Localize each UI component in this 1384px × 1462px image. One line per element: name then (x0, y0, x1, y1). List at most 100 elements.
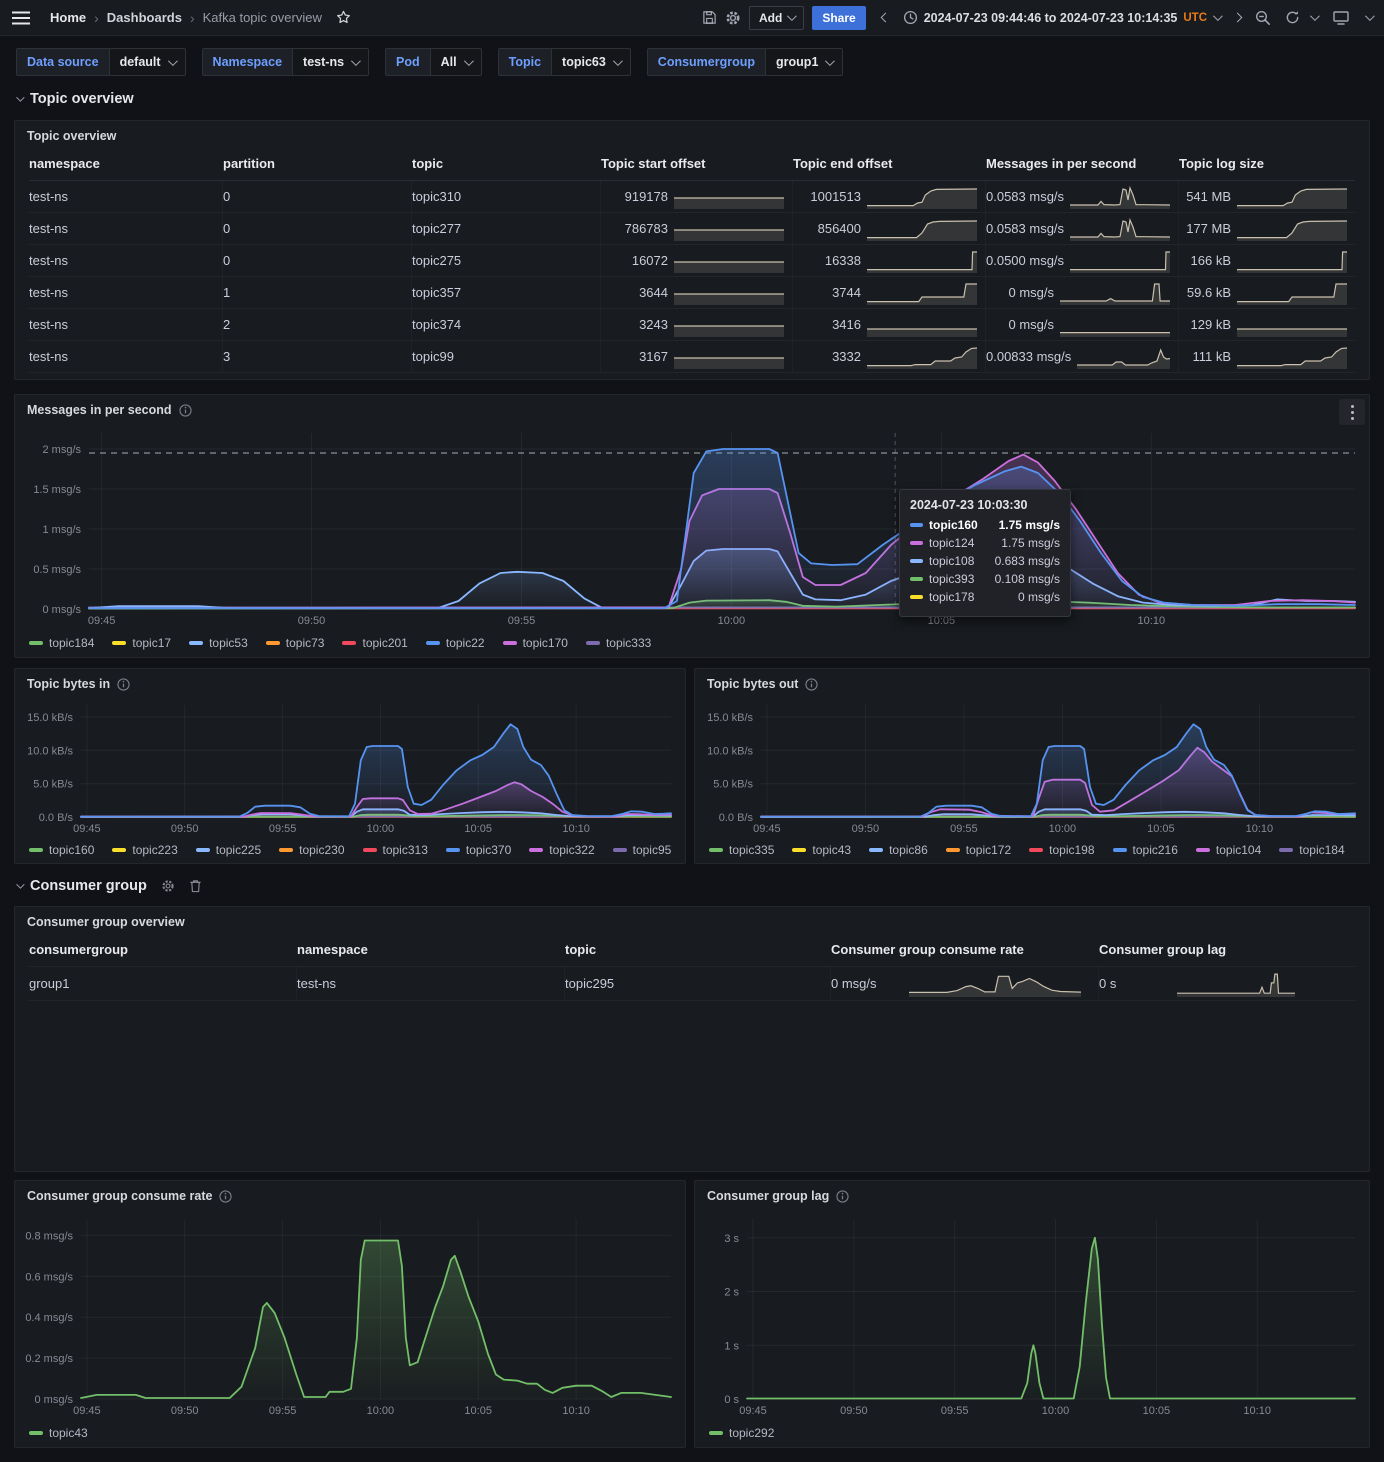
refresh-interval-chevron[interactable] (1309, 11, 1320, 22)
table-cell: test-ns (29, 181, 223, 212)
column-header[interactable]: Messages in per second (986, 156, 1137, 171)
breadcrumb-home[interactable]: Home (50, 10, 87, 25)
legend-item[interactable]: topic201 (342, 636, 408, 650)
legend-item[interactable]: topic43 (29, 1426, 88, 1440)
section-trash-icon[interactable] (189, 879, 202, 893)
legend-item[interactable]: topic22 (425, 636, 485, 650)
legend-color-pill (585, 641, 600, 645)
column-header[interactable]: consumergroup (29, 942, 128, 957)
column-header[interactable]: partition (223, 156, 275, 171)
share-button[interactable]: Share (812, 5, 866, 30)
legend-item[interactable]: topic184 (29, 636, 94, 650)
info-icon[interactable] (836, 1189, 849, 1203)
column-header[interactable]: topic (412, 156, 444, 171)
legend-item[interactable]: topic198 (1029, 843, 1095, 857)
panel-title[interactable]: Consumer group overview (27, 915, 185, 929)
legend-item[interactable]: topic172 (945, 843, 1011, 857)
legend-item[interactable]: topic370 (445, 843, 511, 857)
info-icon[interactable] (117, 677, 130, 691)
save-icon[interactable] (702, 10, 717, 25)
bytes-in-chart[interactable]: 09:45 09:50 09:55 10:00 10:05 10:10 0.0 B/s 5.0… (23, 697, 679, 837)
section-header-topic-overview[interactable]: Topic overview (16, 91, 134, 107)
settings-gear-icon[interactable] (725, 10, 741, 26)
tv-mode-icon[interactable] (1333, 10, 1349, 25)
column-header[interactable]: topic (565, 942, 597, 957)
column-header[interactable]: Topic log size (1179, 156, 1264, 171)
svg-text:15.0 kB/s: 15.0 kB/s (27, 712, 73, 724)
legend-item[interactable]: topic333 (585, 636, 651, 650)
legend-item[interactable]: topic95 (612, 843, 671, 857)
column-header[interactable]: namespace (29, 156, 100, 171)
panel-title[interactable]: Topic bytes out (695, 669, 1369, 695)
svg-text:09:45: 09:45 (73, 823, 101, 835)
legend-item[interactable]: topic184 (1279, 843, 1345, 857)
column-header[interactable]: Consumer group lag (1099, 942, 1227, 957)
legend-item[interactable]: topic86 (869, 843, 928, 857)
column-header[interactable]: Consumer group consume rate (831, 942, 1024, 957)
legend-item[interactable]: topic322 (529, 843, 595, 857)
svg-text:10.0 kB/s: 10.0 kB/s (707, 745, 753, 757)
variable-value-dropdown[interactable]: All (430, 48, 482, 76)
star-icon[interactable] (336, 10, 351, 25)
panel-title[interactable]: Messages in per second (15, 395, 1369, 421)
legend-item[interactable]: topic43 (792, 843, 851, 857)
panel-menu-kebab-icon[interactable] (1339, 399, 1365, 425)
legend-item[interactable]: topic335 (709, 843, 774, 857)
sparkline (1237, 281, 1347, 305)
refresh-icon[interactable] (1285, 10, 1300, 25)
legend-item[interactable]: topic230 (279, 843, 345, 857)
breadcrumb: Home › Dashboards › Kafka topic overview (50, 10, 351, 26)
consume-rate-chart-legend: topic43 (29, 1426, 88, 1440)
cell-value: 0 msg/s (831, 976, 877, 991)
section-gear-icon[interactable] (161, 879, 175, 893)
sparkline (1070, 185, 1171, 209)
zoom-out-icon[interactable] (1255, 10, 1271, 26)
info-icon[interactable] (219, 1189, 233, 1203)
chart-svg: 09:45 09:50 09:55 10:00 10:05 10:10 0.0 B/s 5.0… (27, 705, 672, 835)
svg-text:0.5 msg/s: 0.5 msg/s (33, 564, 81, 576)
legend-item[interactable]: topic313 (362, 843, 428, 857)
legend-item[interactable]: topic53 (189, 636, 248, 650)
bytes-out-chart[interactable]: 09:45 09:50 09:55 10:00 10:05 10:10 0.0 B/s 5.0… (703, 697, 1363, 837)
consumer-lag-chart[interactable]: 09:45 09:50 09:55 10:00 10:05 10:10 0 s 1 s 2 s 3… (703, 1211, 1363, 1419)
panel-title[interactable]: Topic overview (27, 129, 117, 143)
variable-value-dropdown[interactable]: test-ns (293, 48, 370, 76)
column-header[interactable]: namespace (297, 942, 368, 957)
table-cell: 919178 (601, 181, 793, 212)
variable-value-dropdown[interactable]: topic63 (552, 48, 631, 76)
variable-value-dropdown[interactable]: default (109, 48, 186, 76)
legend-item[interactable]: topic160 (29, 843, 94, 857)
time-back-icon[interactable] (880, 12, 891, 23)
clock-icon (903, 10, 918, 25)
panel-title[interactable]: Topic bytes in (15, 669, 685, 695)
legend-item[interactable]: topic292 (709, 1426, 774, 1440)
messages-chart[interactable]: 09:45 09:50 09:55 10:00 10:05 10:10 0 msg/s 0.5… (23, 425, 1363, 629)
legend-item[interactable]: topic216 (1112, 843, 1178, 857)
table-cell: 0 s (1099, 967, 1355, 1000)
legend-item[interactable]: topic104 (1195, 843, 1261, 857)
time-forward-icon[interactable] (1232, 12, 1243, 23)
consume-rate-chart[interactable]: 09:45 09:50 09:55 10:00 10:05 10:10 0 msg/s 0.2… (23, 1211, 679, 1419)
legend-item[interactable]: topic225 (195, 843, 261, 857)
column-header[interactable]: Topic start offset (601, 156, 706, 171)
add-button[interactable]: Add (749, 5, 805, 30)
breadcrumb-dashboards[interactable]: Dashboards (106, 10, 182, 25)
legend-item[interactable]: topic73 (265, 636, 324, 650)
variable-value-dropdown[interactable]: group1 (766, 48, 844, 76)
section-header-consumer-group[interactable]: Consumer group (16, 878, 202, 894)
hamburger-menu-icon[interactable] (12, 11, 30, 25)
legend-item[interactable]: topic170 (502, 636, 568, 650)
variable-namespace: Namespace test-ns (201, 48, 370, 76)
column-header[interactable]: Topic end offset (793, 156, 893, 171)
navbar-collapse-chevron[interactable] (1364, 11, 1375, 22)
legend-color-pill (709, 1431, 723, 1435)
panel-title[interactable]: Consumer group consume rate (15, 1181, 685, 1207)
panel-title[interactable]: Consumer group lag (695, 1181, 1369, 1207)
time-range-picker[interactable]: 2024-07-23 09:44:46 to 2024-07-23 10:14:… (897, 6, 1226, 30)
table-cell: 111 kB (1179, 341, 1355, 372)
legend-item[interactable]: topic223 (112, 843, 178, 857)
timezone-label: UTC (1183, 11, 1207, 24)
info-icon[interactable] (178, 403, 192, 417)
info-icon[interactable] (805, 677, 819, 691)
legend-item[interactable]: topic17 (112, 636, 171, 650)
